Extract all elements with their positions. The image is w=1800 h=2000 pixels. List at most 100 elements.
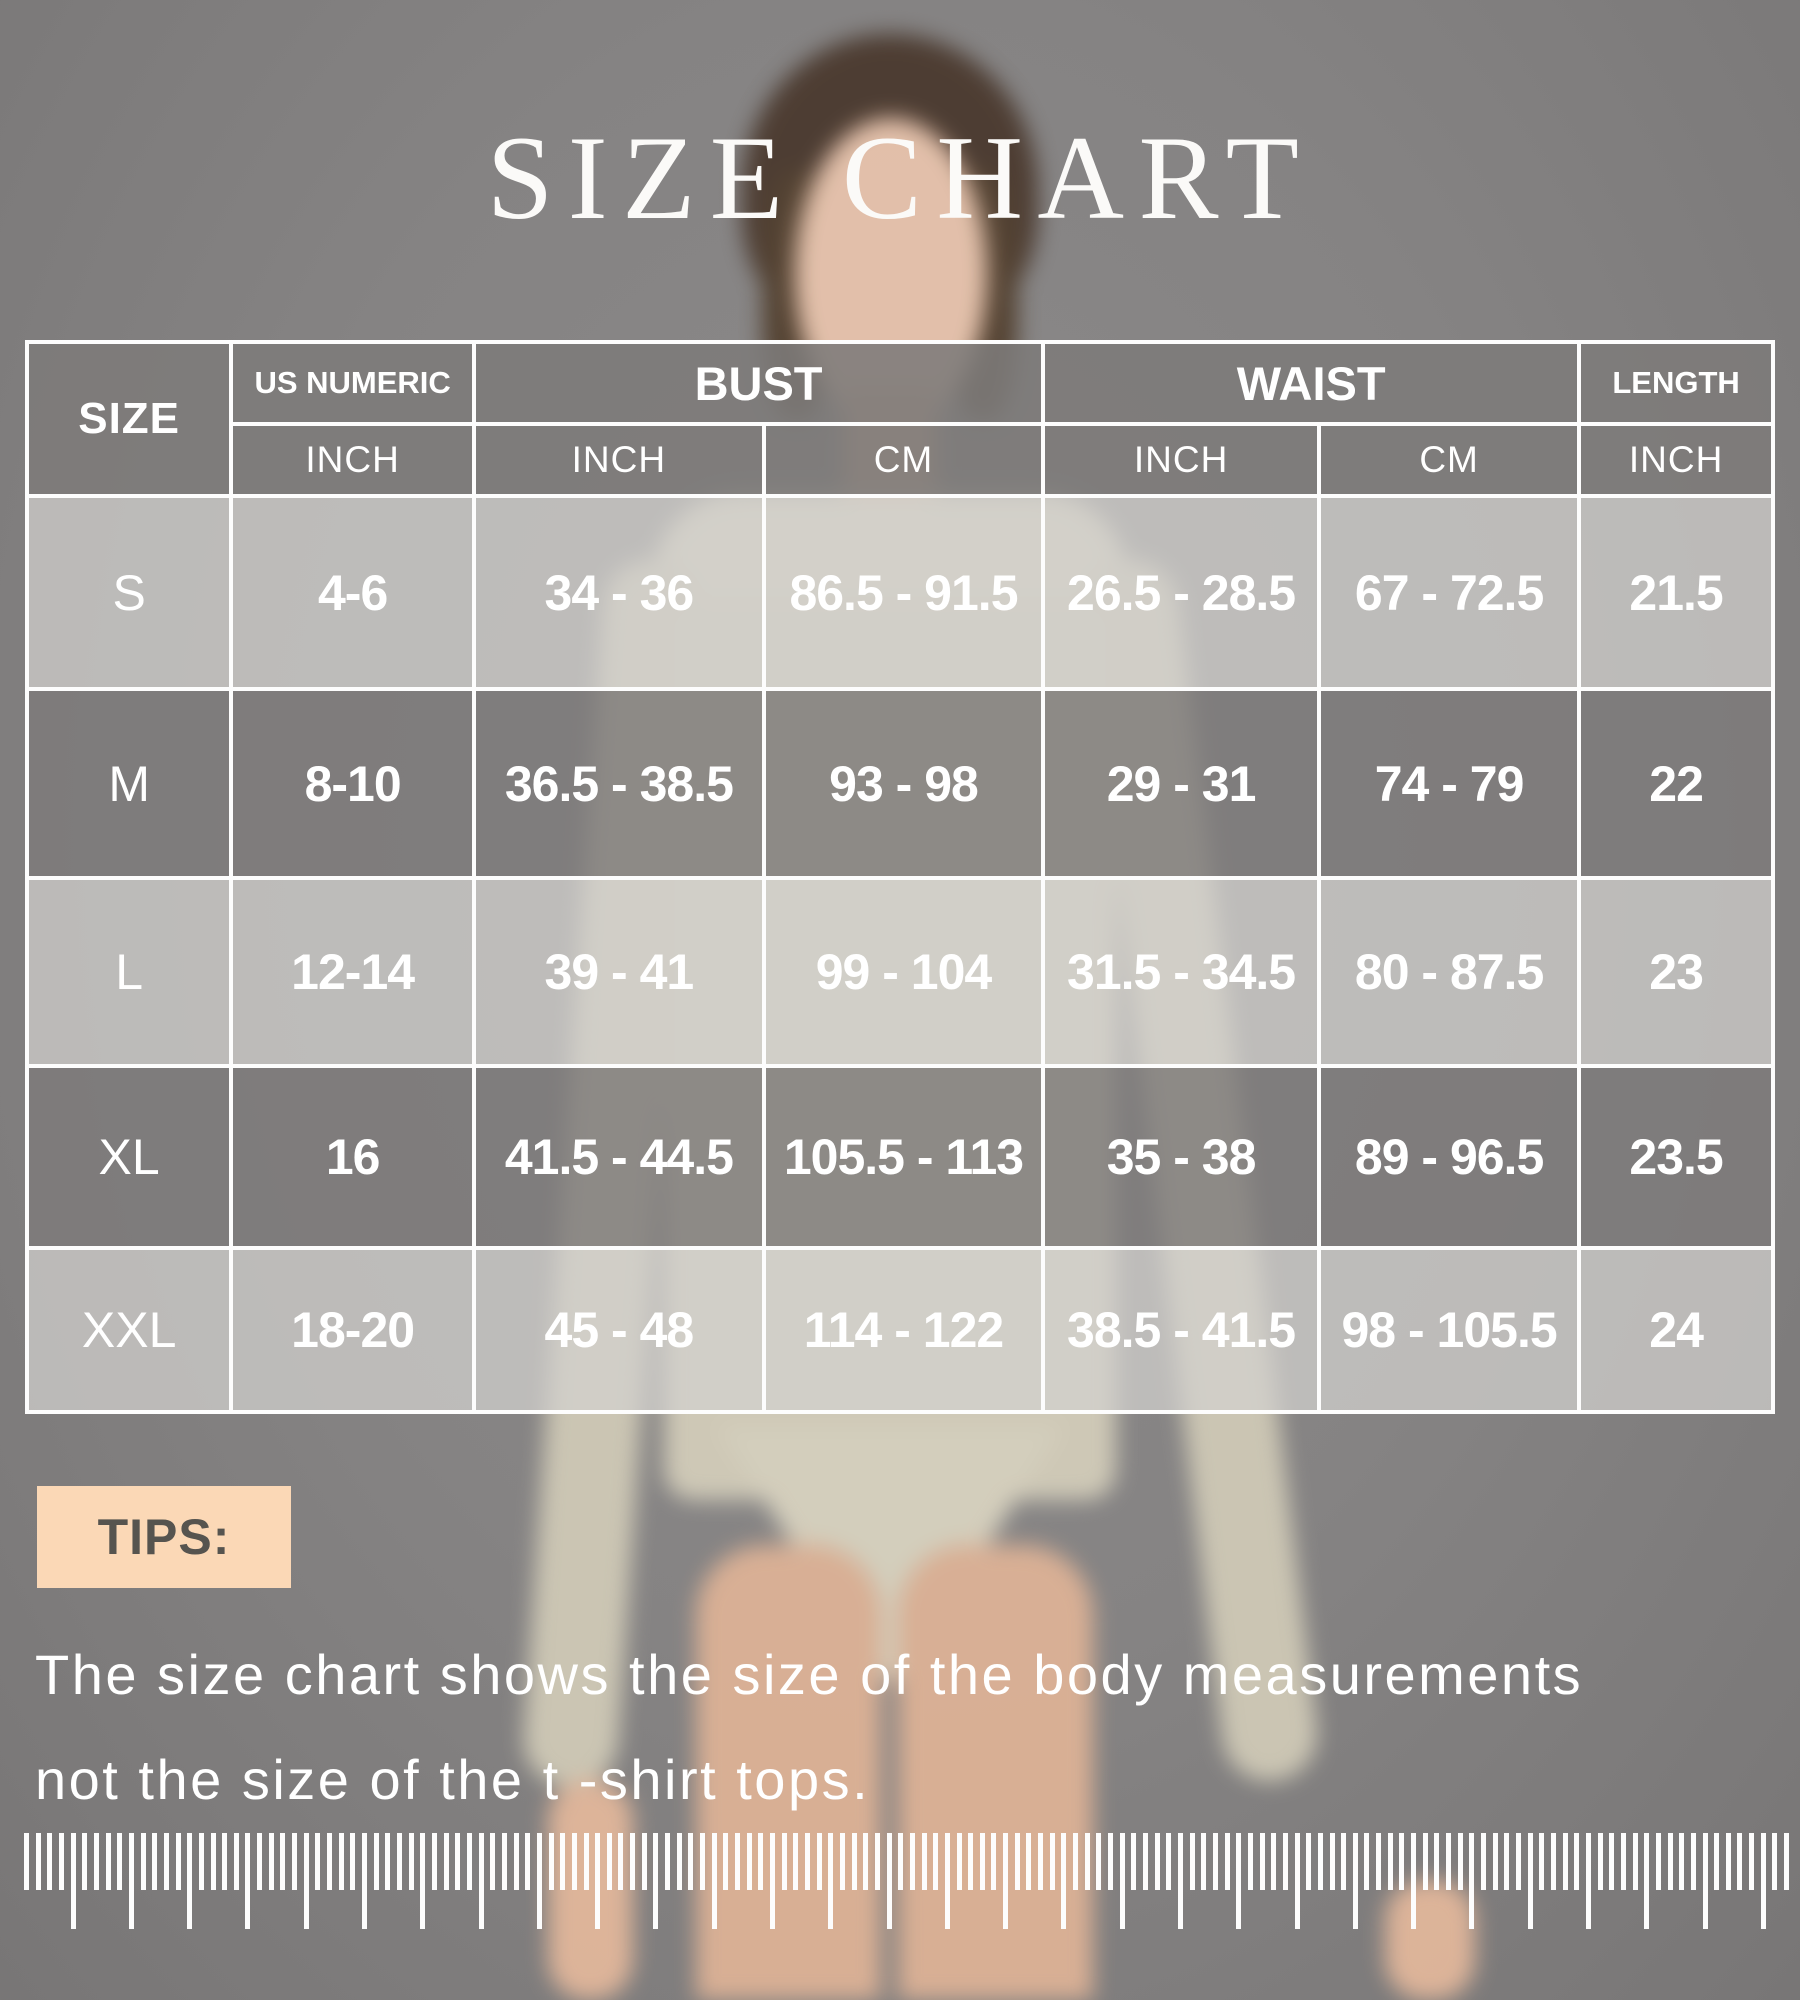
- ruler-tick: [152, 1833, 158, 1890]
- subheader-waist-cm: CM: [1317, 422, 1582, 498]
- ruler-tick: [1236, 1833, 1242, 1929]
- table-cell: 93 - 98: [761, 687, 1046, 880]
- ruler-tick: [187, 1833, 193, 1929]
- ruler-tick: [1644, 1833, 1650, 1929]
- ruler-tick: [1655, 1833, 1661, 1890]
- size-chart-table: SIZE US NUMERIC BUST WAIST LENGTH INCH I…: [24, 340, 1775, 1414]
- ruler-tick: [1224, 1833, 1230, 1890]
- ruler-tick: [35, 1833, 41, 1890]
- ruler-tick: [478, 1833, 484, 1929]
- ruler-tick: [618, 1833, 624, 1890]
- ruler-tick: [1014, 1833, 1020, 1890]
- subheader-waist-inch: INCH: [1041, 422, 1322, 498]
- ruler-tick: [198, 1833, 204, 1890]
- table-cell: 74 - 79: [1317, 687, 1582, 880]
- ruler-tick: [979, 1833, 985, 1890]
- ruler-tick: [455, 1833, 461, 1890]
- ruler-tick: [1749, 1833, 1755, 1890]
- ruler-tick: [886, 1833, 892, 1929]
- ruler-tick: [1609, 1833, 1615, 1890]
- ruler-tick: [1481, 1833, 1487, 1890]
- size-label: M: [24, 687, 234, 880]
- ruler-tick: [839, 1833, 845, 1890]
- ruler-tick: [431, 1833, 437, 1890]
- ruler-tick: [746, 1833, 752, 1890]
- ruler-tick: [1516, 1833, 1521, 1890]
- ruler-tick: [490, 1833, 496, 1890]
- ruler-tick: [1492, 1833, 1498, 1890]
- ruler-tick: [735, 1833, 741, 1890]
- ruler-tick: [828, 1833, 834, 1929]
- table-row-s: S 4-6 34 - 36 86.5 - 91.5 26.5 - 28.5 67 - 72…: [24, 494, 1775, 691]
- tips-badge: TIPS:: [37, 1486, 291, 1588]
- ruler-tick: [1131, 1833, 1137, 1890]
- size-label: L: [24, 876, 234, 1068]
- ruler-tick: [770, 1833, 775, 1929]
- ruler-tick: [513, 1833, 519, 1890]
- ruler-tick: [140, 1833, 146, 1890]
- ruler-tick: [315, 1833, 321, 1890]
- table-cell: 16: [229, 1064, 476, 1250]
- ruler-tick: [641, 1833, 647, 1890]
- ruler-tick: [1329, 1833, 1335, 1890]
- ruler-tick: [1667, 1833, 1673, 1890]
- ruler-tick: [944, 1833, 950, 1929]
- ruler-tick: [956, 1833, 962, 1890]
- ruler-tick: [1737, 1833, 1743, 1890]
- ruler-tick: [968, 1833, 974, 1890]
- ruler-tick: [700, 1833, 706, 1890]
- ruler-tick: [1119, 1833, 1125, 1929]
- size-label: XL: [24, 1064, 234, 1250]
- size-label: XXL: [24, 1246, 234, 1414]
- ruler-tick: [128, 1833, 134, 1929]
- model-left-thigh: [696, 1545, 881, 2000]
- ruler-tick: [1714, 1833, 1720, 1890]
- ruler-tick: [933, 1833, 939, 1890]
- ruler-tick: [921, 1833, 927, 1890]
- ruler-tick: [1061, 1833, 1067, 1929]
- ruler-tick: [583, 1833, 589, 1890]
- ruler-tick: [501, 1833, 507, 1890]
- ruler-tick: [548, 1833, 554, 1890]
- header-size: SIZE: [24, 340, 234, 498]
- ruler-tick: [362, 1833, 368, 1929]
- ruler-tick: [163, 1833, 169, 1890]
- table-cell: 35 - 38: [1041, 1064, 1322, 1250]
- ruler-tick: [1306, 1833, 1312, 1890]
- ruler-tick: [1049, 1833, 1055, 1890]
- ruler-tick: [1084, 1833, 1090, 1890]
- table-cell: 98 - 105.5: [1317, 1246, 1582, 1414]
- ruler-tick: [292, 1833, 298, 1890]
- ruler-tick: [1259, 1833, 1265, 1890]
- table-cell: 39 - 41: [471, 876, 766, 1068]
- ruler-tick: [1585, 1833, 1591, 1929]
- subheader-us-numeric-inch: INCH: [229, 422, 476, 498]
- ruler-tick: [303, 1833, 309, 1929]
- ruler-tick: [711, 1833, 717, 1929]
- ruler-tick: [350, 1833, 356, 1890]
- ruler-tick: [595, 1833, 601, 1929]
- table-cell: 89 - 96.5: [1317, 1064, 1582, 1250]
- header-us-numeric: US NUMERIC: [229, 340, 476, 426]
- ruler-tick: [1189, 1833, 1195, 1890]
- ruler-tick: [408, 1833, 414, 1890]
- ruler-tick: [1294, 1833, 1300, 1929]
- table-row-l: L 12-14 39 - 41 99 - 104 31.5 - 34.5 80 - 87.…: [24, 876, 1775, 1068]
- ruler-tick: [1399, 1833, 1405, 1890]
- header-waist: WAIST: [1041, 340, 1582, 426]
- ruler-tick: [1504, 1833, 1510, 1890]
- ruler-tick: [816, 1833, 822, 1890]
- ruler-tick: [793, 1833, 799, 1890]
- table-cell: 38.5 - 41.5: [1041, 1246, 1322, 1414]
- model-left-hand: [548, 1780, 633, 2000]
- ruler-tick: [1212, 1833, 1218, 1890]
- table-cell: 24: [1577, 1246, 1775, 1414]
- ruler-tick: [560, 1833, 566, 1890]
- ruler-tick: [1562, 1833, 1568, 1890]
- table-cell: 86.5 - 91.5: [761, 494, 1046, 691]
- ruler-tick: [536, 1833, 542, 1929]
- ruler-tick: [898, 1833, 904, 1890]
- table-row-xxl: XXL 18-20 45 - 48 114 - 122 38.5 - 41.5 98 - …: [24, 1246, 1775, 1414]
- ruler-tick: [630, 1833, 636, 1890]
- ruler-tick: [1166, 1833, 1172, 1890]
